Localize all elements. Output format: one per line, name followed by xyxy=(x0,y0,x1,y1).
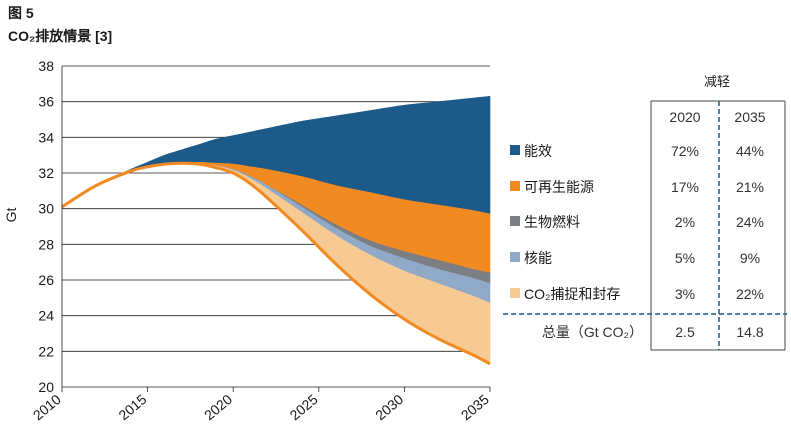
y-tick-label: 22 xyxy=(38,343,54,359)
x-tick-label: 2030 xyxy=(372,391,406,423)
legend-swatch-3 xyxy=(510,252,520,262)
y-tick-label: 26 xyxy=(38,272,54,288)
y-tick-label: 38 xyxy=(38,58,54,74)
table-total-2020: 2.5 xyxy=(675,324,695,340)
table-cell-2020: 3% xyxy=(675,286,695,302)
table-cell-2035: 9% xyxy=(740,250,760,266)
area-layer xyxy=(61,95,491,366)
x-tick-label: 2025 xyxy=(287,391,321,423)
y-tick-label: 32 xyxy=(38,165,54,181)
y-tick-label: 28 xyxy=(38,236,54,252)
table-year-2020: 2020 xyxy=(669,109,700,125)
legend-label-0: 能效 xyxy=(524,143,552,159)
y-tick-label: 36 xyxy=(38,94,54,110)
figure-title: CO₂排放情景 [3] xyxy=(8,28,113,44)
mitigation-table: 减轻 2020 2035 72% 44% 17% 21% 2% 24% 5% 9% 3% 22% 总量（G… xyxy=(503,74,787,351)
table-cell-2020: 17% xyxy=(671,179,699,195)
legend-swatch-2 xyxy=(510,216,520,226)
total-emissions-line xyxy=(61,161,491,366)
legend-label-2: 生物燃料 xyxy=(524,214,580,230)
legend-swatch-4 xyxy=(510,288,520,298)
table-year-2035: 2035 xyxy=(734,109,765,125)
table-cell-2035: 22% xyxy=(736,286,764,302)
legend-label-1: 可再生能源 xyxy=(524,179,594,195)
legend-label-4: CO₂捕捉和封存 xyxy=(524,286,620,302)
y-tick-label: 30 xyxy=(38,201,54,217)
table-header-label: 减轻 xyxy=(704,74,730,89)
y-tick-label: 24 xyxy=(38,308,54,324)
table-total-label: 总量（Gt CO₂） xyxy=(542,324,643,340)
legend-swatch-0 xyxy=(510,145,520,155)
table-cell-2035: 24% xyxy=(736,214,764,230)
table-total-2035: 14.8 xyxy=(736,324,763,340)
table-cell-2020: 5% xyxy=(675,250,695,266)
table-cell-2035: 21% xyxy=(736,179,764,195)
x-tick-label: 2015 xyxy=(115,391,149,423)
x-tick-label: 2035 xyxy=(458,391,492,423)
legend-label-3: 核能 xyxy=(524,250,552,266)
table-cell-2035: 44% xyxy=(736,143,764,159)
x-tick-label: 2020 xyxy=(201,391,235,423)
x-tick-label: 2010 xyxy=(30,391,64,423)
table-cell-2020: 72% xyxy=(671,143,699,159)
y-axis-label: Gt xyxy=(3,208,19,223)
legend-swatch-1 xyxy=(510,181,520,191)
y-tick-label: 20 xyxy=(38,379,54,395)
figure-label: 图 5 xyxy=(8,5,34,21)
y-tick-label: 34 xyxy=(38,129,54,145)
table-cell-2020: 2% xyxy=(675,214,695,230)
